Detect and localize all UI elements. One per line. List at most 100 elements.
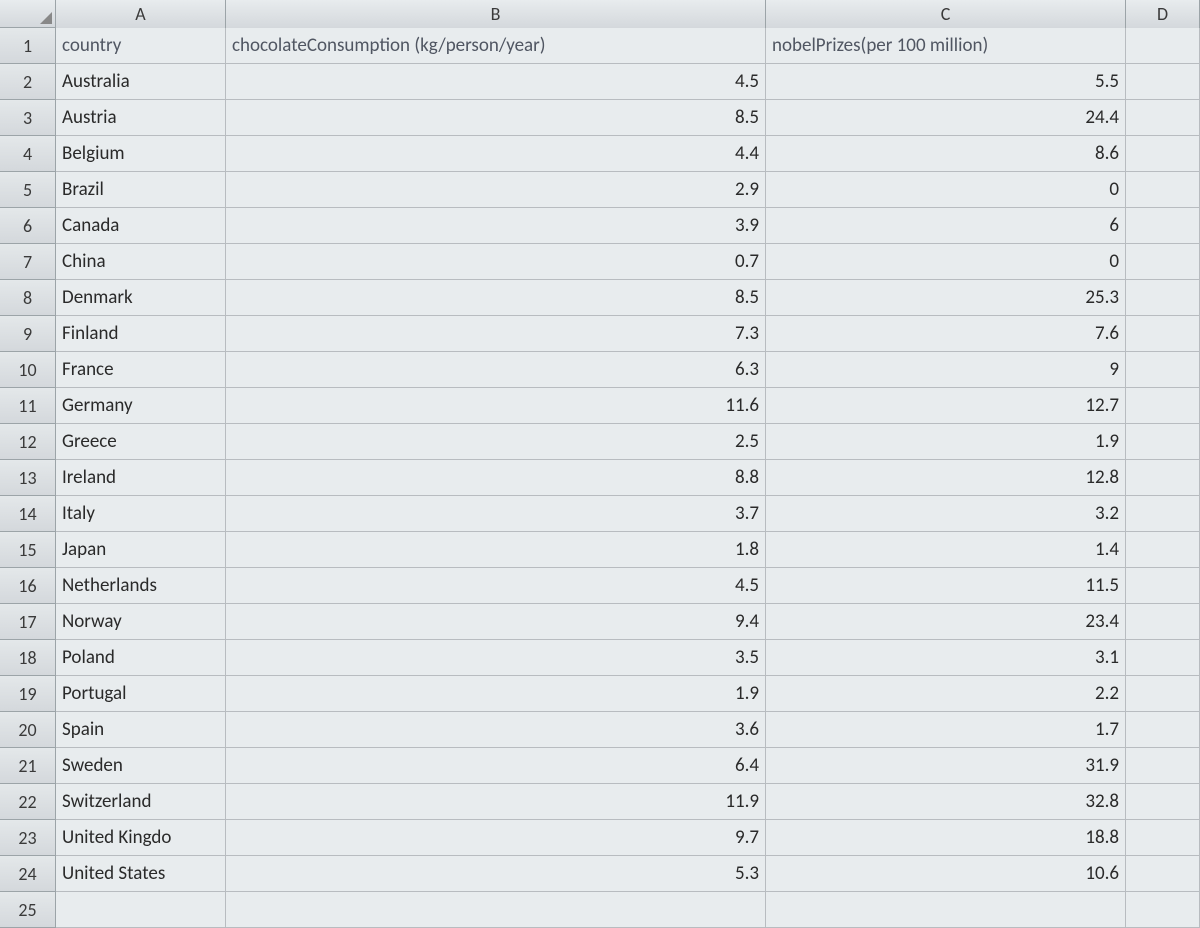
row-header[interactable]: 1: [0, 28, 56, 64]
cell-consumption[interactable]: 9.4: [226, 604, 766, 640]
cell-prizes[interactable]: 2.2: [766, 676, 1126, 712]
cell-country[interactable]: Switzerland: [56, 784, 226, 820]
row-header[interactable]: 7: [0, 244, 56, 280]
cell-empty[interactable]: [1126, 208, 1200, 244]
cell-country[interactable]: United Kingdo: [56, 820, 226, 856]
row-header[interactable]: 11: [0, 388, 56, 424]
header-cell-consumption[interactable]: chocolateConsumption (kg/person/year): [226, 28, 766, 64]
cell-prizes[interactable]: 1.4: [766, 532, 1126, 568]
cell-prizes[interactable]: 1.7: [766, 712, 1126, 748]
cell-prizes[interactable]: 9: [766, 352, 1126, 388]
row-header[interactable]: 15: [0, 532, 56, 568]
cell-prizes[interactable]: 25.3: [766, 280, 1126, 316]
row-header[interactable]: 25: [0, 892, 56, 928]
cell-consumption[interactable]: 8.8: [226, 460, 766, 496]
cell-prizes[interactable]: 24.4: [766, 100, 1126, 136]
row-header[interactable]: 22: [0, 784, 56, 820]
cell-consumption[interactable]: 11.9: [226, 784, 766, 820]
cell-empty[interactable]: [1126, 568, 1200, 604]
cell-empty[interactable]: [1126, 676, 1200, 712]
cell-empty[interactable]: [1126, 388, 1200, 424]
row-header[interactable]: 17: [0, 604, 56, 640]
cell-empty[interactable]: [1126, 316, 1200, 352]
row-header[interactable]: 18: [0, 640, 56, 676]
cell-consumption[interactable]: 5.3: [226, 856, 766, 892]
cell-prizes[interactable]: 0: [766, 172, 1126, 208]
cell-prizes[interactable]: 3.2: [766, 496, 1126, 532]
cell-prizes[interactable]: 0: [766, 244, 1126, 280]
row-header[interactable]: 20: [0, 712, 56, 748]
cell-consumption[interactable]: 3.7: [226, 496, 766, 532]
row-header[interactable]: 4: [0, 136, 56, 172]
cell-country[interactable]: Portugal: [56, 676, 226, 712]
cell-consumption[interactable]: 9.7: [226, 820, 766, 856]
column-header-b[interactable]: B: [226, 0, 766, 28]
cell-empty[interactable]: [1126, 460, 1200, 496]
cell-country[interactable]: United States: [56, 856, 226, 892]
cell-consumption[interactable]: 3.5: [226, 640, 766, 676]
row-header[interactable]: 14: [0, 496, 56, 532]
cell-consumption[interactable]: 4.4: [226, 136, 766, 172]
cell-consumption[interactable]: 8.5: [226, 100, 766, 136]
cell-country[interactable]: Netherlands: [56, 568, 226, 604]
cell-prizes[interactable]: 5.5: [766, 64, 1126, 100]
cell-empty[interactable]: [1126, 424, 1200, 460]
cell-consumption[interactable]: 3.6: [226, 712, 766, 748]
cell-consumption[interactable]: 1.9: [226, 676, 766, 712]
cell-country[interactable]: Italy: [56, 496, 226, 532]
cell-country[interactable]: Austria: [56, 100, 226, 136]
row-header[interactable]: 13: [0, 460, 56, 496]
cell-consumption[interactable]: 4.5: [226, 568, 766, 604]
header-cell-prizes[interactable]: nobelPrizes(per 100 million): [766, 28, 1126, 64]
cell-consumption[interactable]: 6.3: [226, 352, 766, 388]
cell-country[interactable]: [56, 892, 226, 928]
column-header-c[interactable]: C: [766, 0, 1126, 28]
cell-empty[interactable]: [1126, 136, 1200, 172]
row-header[interactable]: 6: [0, 208, 56, 244]
row-header[interactable]: 21: [0, 748, 56, 784]
cell-prizes[interactable]: 11.5: [766, 568, 1126, 604]
row-header[interactable]: 10: [0, 352, 56, 388]
cell-empty[interactable]: [1126, 820, 1200, 856]
cell-country[interactable]: Poland: [56, 640, 226, 676]
cell-empty[interactable]: [1126, 172, 1200, 208]
row-header[interactable]: 16: [0, 568, 56, 604]
cell-country[interactable]: China: [56, 244, 226, 280]
cell-country[interactable]: Finland: [56, 316, 226, 352]
cell-country[interactable]: Belgium: [56, 136, 226, 172]
cell-prizes[interactable]: 3.1: [766, 640, 1126, 676]
cell-prizes[interactable]: 32.8: [766, 784, 1126, 820]
cell-prizes[interactable]: 23.4: [766, 604, 1126, 640]
cell-consumption[interactable]: 4.5: [226, 64, 766, 100]
cell-consumption[interactable]: [226, 892, 766, 928]
row-header[interactable]: 5: [0, 172, 56, 208]
cell-consumption[interactable]: 11.6: [226, 388, 766, 424]
cell-empty[interactable]: [1126, 604, 1200, 640]
cell-country[interactable]: Sweden: [56, 748, 226, 784]
cell-prizes[interactable]: 8.6: [766, 136, 1126, 172]
row-header[interactable]: 24: [0, 856, 56, 892]
cell-consumption[interactable]: 7.3: [226, 316, 766, 352]
cell-empty[interactable]: [1126, 856, 1200, 892]
cell-empty[interactable]: [1126, 64, 1200, 100]
row-header[interactable]: 23: [0, 820, 56, 856]
cell-country[interactable]: Canada: [56, 208, 226, 244]
cell-country[interactable]: Ireland: [56, 460, 226, 496]
cell-prizes[interactable]: 31.9: [766, 748, 1126, 784]
column-header-d[interactable]: D: [1126, 0, 1200, 28]
cell-country[interactable]: Brazil: [56, 172, 226, 208]
cell-empty[interactable]: [1126, 244, 1200, 280]
cell-prizes[interactable]: 10.6: [766, 856, 1126, 892]
cell-prizes[interactable]: 12.8: [766, 460, 1126, 496]
cell-prizes[interactable]: 6: [766, 208, 1126, 244]
cell-consumption[interactable]: 2.9: [226, 172, 766, 208]
cell-consumption[interactable]: 3.9: [226, 208, 766, 244]
cell-country[interactable]: France: [56, 352, 226, 388]
cell-country[interactable]: Australia: [56, 64, 226, 100]
cell-empty[interactable]: [1126, 352, 1200, 388]
cell-consumption[interactable]: 8.5: [226, 280, 766, 316]
cell-country[interactable]: Greece: [56, 424, 226, 460]
column-header-a[interactable]: A: [56, 0, 226, 28]
cell-empty[interactable]: [1126, 784, 1200, 820]
cell-empty[interactable]: [1126, 892, 1200, 928]
